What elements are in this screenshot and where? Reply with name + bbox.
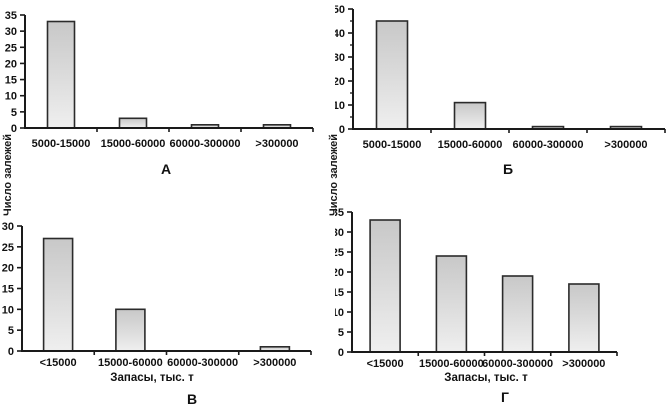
y-tick-label: 20 bbox=[335, 76, 345, 88]
chart-panel-b: 0 10 20 30 40 50 5000-15000 15000-60000 60000-30… bbox=[335, 0, 671, 208]
y-tick-label: 25 bbox=[5, 42, 17, 54]
bar bbox=[369, 219, 401, 353]
bar-chart-В: 0 5 10 15 20 25 30 <15000 15000-60000 60000-30000… bbox=[2, 221, 312, 407]
y-tick-label: 30 bbox=[5, 26, 17, 38]
y-tick-label: 20 bbox=[335, 267, 344, 279]
category-label: 60000-300000 bbox=[513, 139, 584, 151]
category-label: <15000 bbox=[40, 357, 77, 369]
y-tick-label: 35 bbox=[335, 208, 344, 219]
y-tick-label: 35 bbox=[5, 10, 17, 22]
bar bbox=[46, 20, 76, 129]
y-tick-label: 0 bbox=[339, 124, 345, 136]
y-tick-label: 15 bbox=[335, 287, 344, 299]
chart-panel-v: 0 5 10 15 20 25 30 <15000 15000-60000 60000-30000… bbox=[0, 208, 335, 416]
y-tick-label: 15 bbox=[2, 284, 14, 296]
bar bbox=[568, 283, 600, 353]
chart-panel-a: 0 5 10 15 20 25 30 35 5000-15000 15000-60000 60000… bbox=[0, 0, 335, 208]
y-tick-label: 5 bbox=[338, 327, 344, 339]
y-tick-label: 5 bbox=[11, 107, 17, 119]
y-tick-label: 0 bbox=[8, 346, 14, 358]
category-label: >300000 bbox=[562, 358, 605, 370]
category-label: <15000 bbox=[367, 358, 404, 370]
panel-letter: А bbox=[161, 161, 171, 177]
y-tick-label: 30 bbox=[335, 52, 345, 64]
category-label: 15000-60000 bbox=[419, 358, 484, 370]
y-tick-label: 30 bbox=[2, 221, 14, 233]
category-label: 15000-60000 bbox=[101, 138, 166, 150]
y-tick-label: 15 bbox=[5, 75, 17, 87]
y-tick-label: 10 bbox=[5, 91, 17, 103]
category-label: 5000-15000 bbox=[363, 139, 422, 151]
y-tick-label: 10 bbox=[335, 307, 344, 319]
panel-letter: В bbox=[187, 391, 197, 407]
category-label: >300000 bbox=[255, 138, 298, 150]
panel-letter: Г bbox=[501, 389, 509, 405]
y-tick-label: 20 bbox=[5, 58, 17, 70]
bar bbox=[501, 275, 534, 353]
category-label: 15000-60000 bbox=[98, 357, 163, 369]
y-tick-label: 10 bbox=[335, 100, 345, 112]
y-tick-label: 25 bbox=[335, 247, 344, 259]
bar bbox=[42, 237, 74, 352]
category-label: 60000-300000 bbox=[170, 138, 241, 150]
y-tick-label: 0 bbox=[338, 347, 344, 359]
y-tick-label: 20 bbox=[2, 263, 14, 275]
y-tick-label: 30 bbox=[335, 227, 344, 239]
category-label: 60000-300000 bbox=[167, 357, 238, 369]
category-label: 60000-300000 bbox=[482, 358, 553, 370]
category-label: >300000 bbox=[604, 139, 647, 151]
x-axis-title: Запасы, тыс. т bbox=[110, 372, 194, 384]
bar bbox=[375, 20, 409, 130]
y-tick-label: 10 bbox=[2, 304, 14, 316]
bar bbox=[118, 117, 148, 129]
bar bbox=[453, 101, 487, 130]
category-label: 5000-15000 bbox=[32, 138, 91, 150]
category-label: >300000 bbox=[253, 357, 296, 369]
y-tick-label: 0 bbox=[11, 123, 17, 135]
x-axis-title: Запасы, тыс. т bbox=[444, 372, 528, 384]
y-tick-label: 5 bbox=[8, 325, 14, 337]
panel-letter: Б bbox=[503, 161, 513, 177]
chart-panel-g: 0 5 10 15 20 25 30 35 <15000 15000-6000060000-300… bbox=[335, 208, 671, 416]
bar bbox=[115, 308, 146, 352]
bar-chart-А: 0 5 10 15 20 25 30 35 5000-15000 15000-60000 60000… bbox=[5, 10, 314, 177]
bar-chart-Б: 0 10 20 30 40 50 5000-15000 15000-60000 60000-30… bbox=[335, 4, 666, 177]
category-label: 15000-60000 bbox=[438, 139, 503, 151]
y-tick-label: 50 bbox=[335, 4, 345, 16]
y-tick-label: 40 bbox=[335, 28, 345, 40]
bar bbox=[435, 255, 468, 353]
y-tick-label: 25 bbox=[2, 242, 14, 254]
bar-chart-Г: 0 5 10 15 20 25 30 35 <15000 15000-6000060000-300… bbox=[335, 208, 618, 405]
